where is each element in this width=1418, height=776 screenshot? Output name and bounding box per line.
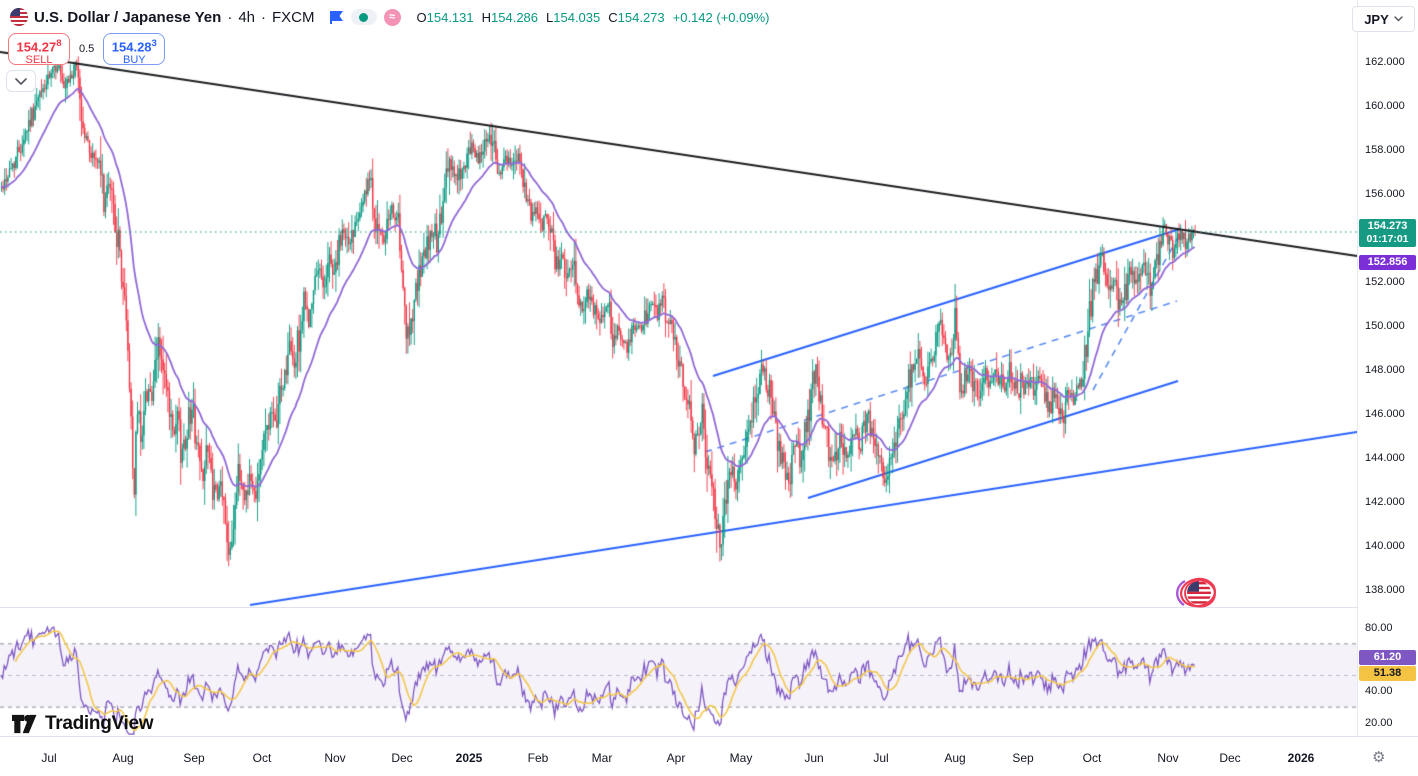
- price-tick-label: 146.000: [1365, 408, 1405, 420]
- time-tick-label: Sep: [1012, 751, 1034, 765]
- price-tick-label: 140.000: [1365, 540, 1405, 552]
- ohlc-low-value: 154.035: [553, 9, 601, 25]
- trade-panel: 154.278 SELL 0.5 154.283 BUY: [8, 33, 166, 67]
- rsi-value-badge: 61.20: [1359, 650, 1416, 665]
- price-tick-label: 138.000: [1365, 584, 1405, 596]
- time-tick-label: 2026: [1287, 751, 1315, 765]
- time-tick-label: 2025: [455, 751, 483, 765]
- symbol-legend: U.S. Dollar / Japanese Yen · 4h · FXCM ≈…: [10, 8, 770, 26]
- ohlc-high-label: H: [481, 9, 492, 25]
- price-tick-label: 150.000: [1365, 320, 1405, 332]
- separator-dot: ·: [227, 8, 233, 26]
- exchange-label[interactable]: FXCM: [272, 8, 315, 26]
- approx-data-icon[interactable]: ≈: [383, 8, 401, 26]
- rsi-ma-value-badge: 51.38: [1359, 666, 1416, 681]
- sell-label: SELL: [25, 54, 53, 67]
- tradingview-logo-text: TradingView: [45, 713, 154, 734]
- buy-price-fraction: 3: [151, 38, 157, 49]
- time-tick-label: Oct: [252, 751, 272, 765]
- axis-separator: [1357, 0, 1358, 776]
- tradingview-logo-icon: [12, 714, 37, 734]
- symbol-title[interactable]: U.S. Dollar / Japanese Yen: [34, 8, 222, 26]
- separator-dot: ·: [261, 8, 266, 26]
- time-tick-label: Aug: [944, 751, 966, 765]
- pane-separator[interactable]: [0, 607, 1357, 608]
- purple-arc-annotation: [1176, 579, 1186, 606]
- price-tick-label: 148.000: [1365, 364, 1405, 376]
- ohlc-close-value: 154.273: [617, 9, 665, 25]
- time-tick-label: May: [729, 751, 753, 765]
- sell-price: 154.27: [16, 39, 57, 55]
- market-open-dot-icon: [359, 12, 368, 22]
- buy-price: 154.28: [111, 39, 152, 55]
- bar-countdown: 01:17:01: [1366, 233, 1409, 245]
- price-tick-label: 152.000: [1365, 276, 1405, 288]
- ohlc-open-value: 154.131: [426, 9, 474, 25]
- time-tick-label: Mar: [591, 751, 613, 765]
- time-axis[interactable]: ⚙ Jul Aug Sep Oct Nov Dec 2025 Feb Mar Apr May Jun J…: [0, 736, 1418, 776]
- market-status-pill[interactable]: [350, 9, 377, 25]
- last-price-value: 154.273: [1367, 220, 1408, 232]
- time-tick-label: Dec: [391, 751, 413, 765]
- price-tick-label: 158.000: [1365, 144, 1405, 156]
- time-tick-label: Jul: [873, 751, 889, 765]
- time-tick-label: Apr: [666, 751, 686, 765]
- rsi-tick-label: 40.00: [1365, 685, 1393, 698]
- us-flag-roundel-icon: [1187, 581, 1211, 605]
- ohlc-readout: O154.131 H154.286 L154.035 C154.273 +0.1…: [417, 10, 770, 25]
- ohlc-low-label: L: [546, 9, 554, 25]
- sell-price-fraction: 8: [56, 38, 62, 49]
- buy-label: BUY: [122, 54, 146, 67]
- buy-button[interactable]: 154.283 BUY: [103, 33, 166, 67]
- sell-button[interactable]: 154.278 SELL: [8, 33, 70, 67]
- last-price-badge: 154.273 01:17:01: [1359, 219, 1416, 247]
- spread-value: 0.5: [79, 43, 95, 55]
- price-tick-label: 144.000: [1365, 452, 1405, 464]
- red-circle-annotation: [1184, 579, 1216, 608]
- rsi-tick-label: 80.00: [1365, 622, 1393, 634]
- time-tick-label: Sep: [183, 751, 205, 765]
- axis-settings-gear-icon[interactable]: ⚙: [1372, 749, 1386, 766]
- ohlc-open-label: O: [416, 9, 427, 25]
- currency-label: JPY: [1364, 11, 1389, 27]
- currency-selector[interactable]: JPY: [1352, 6, 1415, 32]
- time-tick-label: Nov: [324, 751, 346, 765]
- change-value: +0.142 (+0.09%): [672, 9, 770, 25]
- price-tick-label: 142.000: [1365, 496, 1405, 508]
- us-flag-icon: [10, 8, 28, 26]
- ohlc-close-label: C: [608, 9, 618, 25]
- collapse-trade-panel-button[interactable]: [6, 70, 36, 92]
- time-tick-label: Jun: [804, 751, 824, 765]
- ohlc-high-value: 154.286: [491, 9, 539, 25]
- tradingview-logo[interactable]: TradingView: [12, 713, 154, 735]
- chevron-down-icon: [1394, 16, 1403, 22]
- price-tick-label: 156.000: [1365, 188, 1405, 200]
- ma-price-badge: 152.856: [1359, 255, 1416, 270]
- us-flag-annotation[interactable]: [1168, 572, 1226, 616]
- price-tick-label: 160.000: [1365, 100, 1405, 112]
- price-chart-canvas[interactable]: [0, 0, 1357, 735]
- rsi-tick-label: 20.00: [1365, 716, 1393, 729]
- time-tick-label: Jul: [41, 751, 57, 765]
- time-tick-label: Aug: [112, 751, 134, 765]
- time-tick-label: Nov: [1157, 751, 1179, 765]
- time-tick-label: Oct: [1082, 751, 1102, 765]
- price-tick-label: 162.000: [1365, 56, 1405, 68]
- flag-symbol-icon[interactable]: [329, 10, 344, 24]
- time-tick-label: Feb: [527, 751, 549, 765]
- time-tick-label: Dec: [1219, 751, 1241, 765]
- interval-label[interactable]: 4h: [238, 8, 255, 26]
- price-axis[interactable]: 154.273 01:17:01 152.856 61.20 51.38 162…: [1358, 0, 1418, 735]
- chevron-down-icon: [15, 77, 27, 85]
